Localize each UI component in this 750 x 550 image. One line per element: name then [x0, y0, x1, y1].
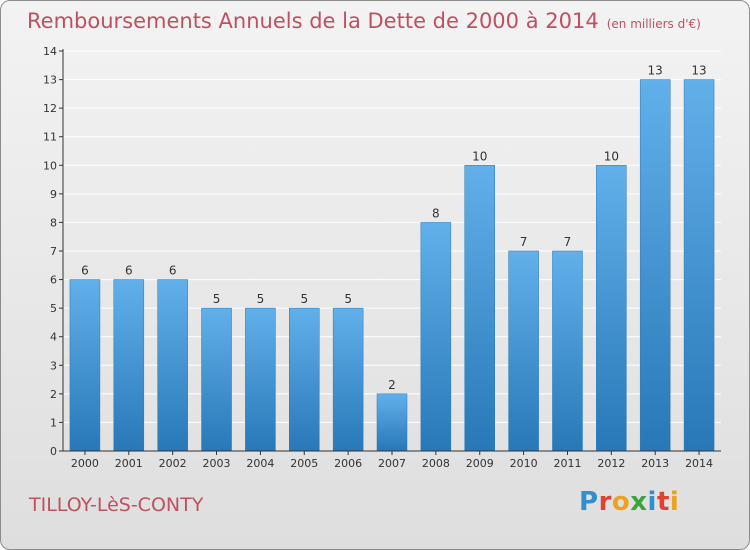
x-tick-label: 2001 — [115, 457, 143, 470]
x-tick-label: 2012 — [597, 457, 625, 470]
logo-letter: r — [598, 487, 612, 517]
bar — [332, 307, 364, 452]
bar — [639, 79, 671, 452]
bar — [69, 279, 101, 452]
proxiti-logo: Proxiti — [579, 487, 679, 517]
bar — [157, 279, 188, 452]
bar-value-label: 6 — [125, 264, 133, 278]
chart-title-unit: (en milliers d'€) — [606, 17, 701, 31]
bar — [596, 165, 627, 452]
x-tick-label: 2004 — [246, 457, 274, 470]
x-tick-label: 2010 — [510, 457, 538, 470]
x-tick-label: 2003 — [203, 457, 231, 470]
chart-title-main: Remboursements Annuels de la Dette de 20… — [27, 9, 599, 33]
bar-value-label: 8 — [432, 206, 440, 220]
bar-value-label: 5 — [257, 292, 265, 306]
bar-value-label: 7 — [564, 235, 572, 249]
axes — [59, 49, 721, 455]
x-tick-label: 2002 — [159, 457, 187, 470]
bar — [376, 393, 408, 452]
bar-value-label: 10 — [472, 149, 487, 163]
bar — [289, 307, 320, 452]
bar-value-label: 10 — [604, 149, 619, 163]
y-tick-label: 12 — [43, 102, 57, 115]
x-tick-label: 2013 — [641, 457, 669, 470]
y-tick-label: 1 — [50, 416, 57, 429]
bar — [464, 165, 495, 452]
x-tick-label: 2007 — [378, 457, 406, 470]
logo-letter: o — [611, 487, 631, 517]
y-tick-label: 4 — [50, 331, 57, 344]
logo-letter: t — [656, 487, 670, 517]
bar — [113, 279, 145, 452]
x-tick-label: 2000 — [71, 457, 99, 470]
bar-value-label: 6 — [81, 264, 89, 278]
y-tick-label: 13 — [43, 74, 57, 87]
bar-value-label: 7 — [520, 235, 528, 249]
y-tick-label: 0 — [50, 445, 57, 458]
bar-value-label: 13 — [648, 64, 663, 78]
y-tick-label: 6 — [50, 274, 57, 287]
bar-value-label: 2 — [388, 378, 396, 392]
x-tick-label: 2011 — [553, 457, 581, 470]
bar-value-label: 5 — [213, 292, 221, 306]
logo-letter: i — [669, 487, 680, 517]
y-tick-label: 5 — [50, 302, 57, 315]
logo-letter: i — [647, 487, 657, 517]
bar-value-label: 13 — [691, 64, 706, 78]
y-tick-label: 7 — [50, 245, 57, 258]
bar-value-label: 6 — [169, 264, 177, 278]
bar — [552, 250, 583, 452]
bar — [508, 250, 539, 452]
bar — [201, 307, 232, 452]
y-tick-label: 11 — [43, 131, 57, 144]
bar — [245, 307, 276, 452]
y-tick-label: 3 — [50, 359, 57, 372]
x-tick-label: 2005 — [290, 457, 318, 470]
y-tick-label: 14 — [43, 45, 57, 58]
bar — [683, 79, 715, 452]
commune-name: TILLOY-LèS-CONTY — [29, 494, 204, 516]
x-tick-label: 2008 — [422, 457, 450, 470]
bars — [69, 79, 715, 452]
x-tick-label: 2014 — [685, 457, 713, 470]
y-tick-label: 10 — [43, 159, 57, 172]
bar — [420, 222, 452, 452]
bar-value-label: 5 — [344, 292, 352, 306]
x-tick-label: 2009 — [466, 457, 494, 470]
y-tick-label: 8 — [50, 216, 57, 229]
logo-letter: x — [630, 487, 648, 517]
bar-value-label: 5 — [300, 292, 308, 306]
y-tick-label: 2 — [50, 388, 57, 401]
y-tick-label: 9 — [50, 188, 57, 201]
chart-title: Remboursements Annuels de la Dette de 20… — [27, 9, 701, 33]
logo-letter: P — [579, 487, 599, 517]
x-tick-label: 2006 — [334, 457, 362, 470]
labels: 0123456789101112131462000620016200252003… — [43, 45, 713, 470]
